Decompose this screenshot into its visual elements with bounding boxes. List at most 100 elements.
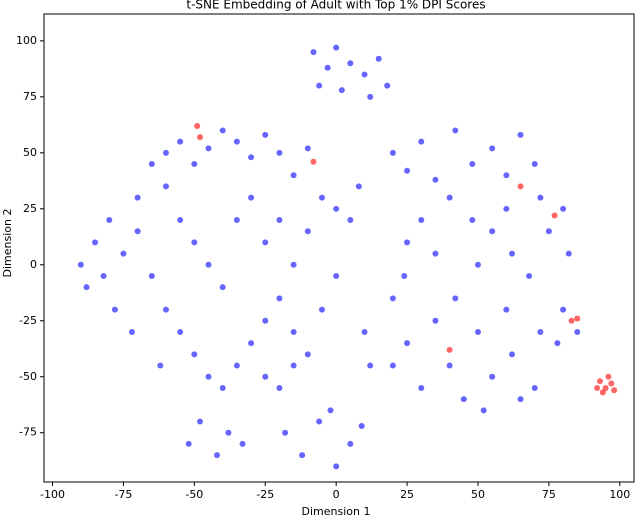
point	[602, 384, 609, 391]
point	[509, 250, 516, 257]
point	[92, 239, 99, 246]
point	[404, 340, 411, 347]
point	[560, 306, 567, 313]
point	[205, 261, 212, 268]
point	[452, 127, 459, 134]
point	[205, 145, 212, 152]
point	[157, 362, 164, 369]
point	[333, 205, 340, 212]
point	[225, 429, 232, 436]
point	[338, 87, 345, 94]
point	[594, 384, 601, 391]
point	[446, 362, 453, 369]
point	[432, 317, 439, 324]
point	[480, 407, 487, 414]
point	[489, 228, 496, 235]
point	[134, 194, 141, 201]
point	[148, 161, 155, 168]
point	[162, 306, 169, 313]
point	[474, 261, 481, 268]
point	[134, 228, 141, 235]
point	[355, 183, 362, 190]
point	[197, 134, 204, 141]
x-tick-label: 25	[400, 488, 414, 501]
point	[605, 373, 612, 380]
point	[100, 272, 107, 279]
point	[120, 250, 127, 257]
point	[214, 452, 221, 459]
point	[219, 384, 226, 391]
point	[526, 272, 533, 279]
point	[106, 217, 113, 224]
y-tick-label: 50	[23, 146, 37, 159]
x-tick-label: 75	[542, 488, 556, 501]
point	[375, 55, 382, 62]
point	[290, 261, 297, 268]
point	[197, 418, 204, 425]
point	[83, 284, 90, 291]
point	[333, 272, 340, 279]
point	[367, 93, 374, 100]
point	[517, 396, 524, 403]
point	[537, 328, 544, 335]
point	[418, 384, 425, 391]
point	[531, 384, 538, 391]
point	[509, 351, 516, 358]
x-tick-label: 100	[609, 488, 630, 501]
point	[384, 82, 391, 89]
point	[191, 351, 198, 358]
point	[389, 362, 396, 369]
point	[474, 328, 481, 335]
plot-frame	[43, 13, 635, 483]
point	[77, 261, 84, 268]
x-tick-label: -50	[185, 488, 203, 501]
point	[304, 351, 311, 358]
point	[446, 194, 453, 201]
point	[191, 239, 198, 246]
point	[432, 176, 439, 183]
point	[469, 217, 476, 224]
point	[367, 362, 374, 369]
point	[347, 440, 354, 447]
chart-title: t-SNE Embedding of Adult with Top 1% DPI…	[186, 0, 485, 12]
point	[333, 44, 340, 51]
point	[219, 284, 226, 291]
point	[503, 306, 510, 313]
point	[599, 389, 606, 396]
point	[489, 373, 496, 380]
point	[432, 250, 439, 257]
point	[318, 306, 325, 313]
point	[545, 228, 552, 235]
point	[310, 49, 317, 56]
point	[318, 194, 325, 201]
point	[128, 328, 135, 335]
point	[489, 145, 496, 152]
x-tick-label: 50	[471, 488, 485, 501]
point	[248, 340, 255, 347]
point	[560, 205, 567, 212]
x-tick-label: -25	[256, 488, 274, 501]
point	[290, 172, 297, 179]
point	[276, 384, 283, 391]
point	[574, 328, 581, 335]
point	[347, 60, 354, 67]
point	[262, 373, 269, 380]
point	[310, 158, 317, 165]
point	[333, 463, 340, 470]
point	[460, 396, 467, 403]
point	[282, 429, 289, 436]
point	[401, 272, 408, 279]
point	[185, 440, 192, 447]
point	[404, 167, 411, 174]
y-axis-label: Dimension 2	[1, 209, 14, 278]
y-tick-label: -75	[19, 426, 37, 439]
point	[191, 161, 198, 168]
point	[276, 149, 283, 156]
x-tick-label: -100	[40, 488, 65, 501]
point	[531, 161, 538, 168]
point	[233, 362, 240, 369]
point	[608, 380, 615, 387]
x-tick-label: 0	[333, 488, 340, 501]
point	[162, 183, 169, 190]
